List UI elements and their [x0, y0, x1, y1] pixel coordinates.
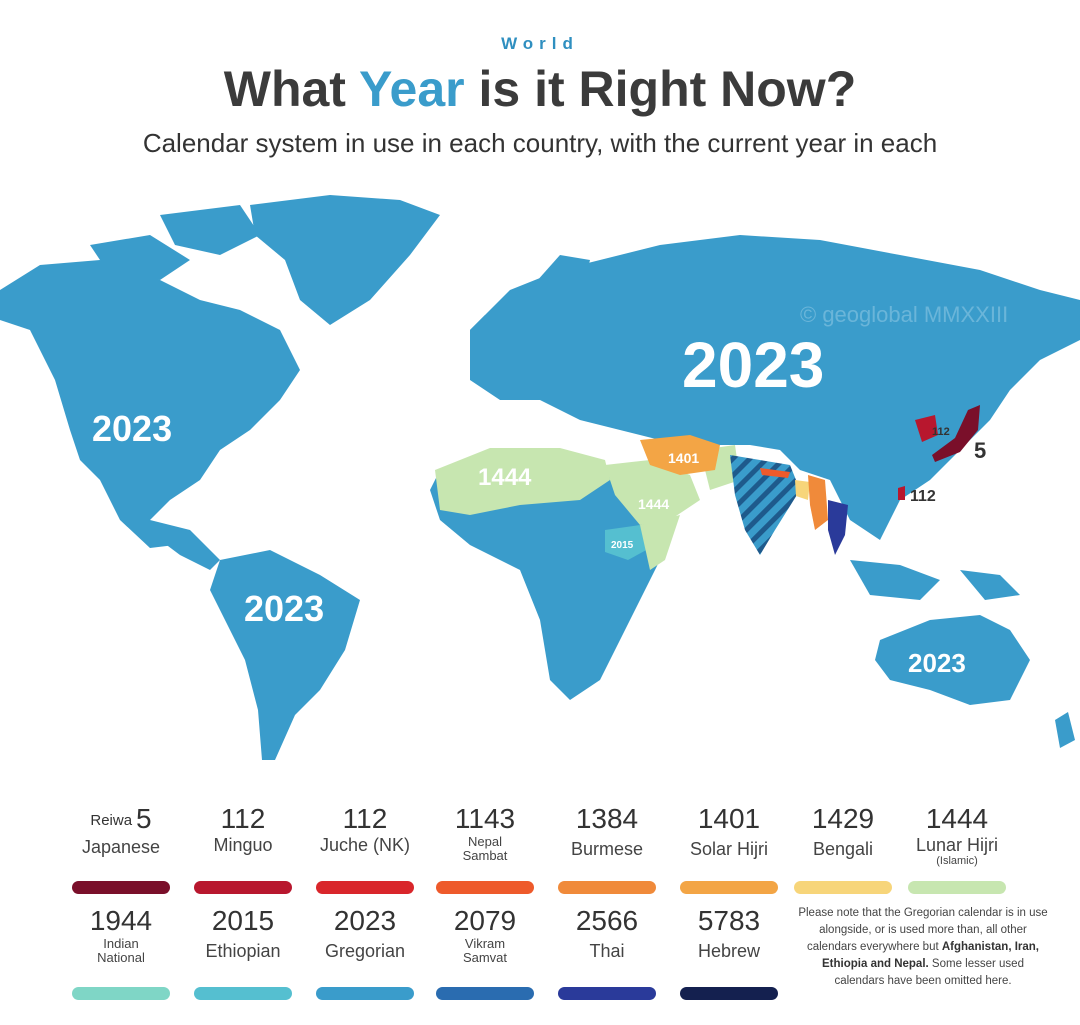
footnote-text2: Some lesser used calendars have been omi…: [834, 958, 1024, 987]
legend-year: 5783: [697, 905, 761, 936]
legend-swatch: [316, 987, 414, 1000]
legend-name: Lunar Hijri: [915, 835, 999, 855]
legend-name: Indian National: [97, 936, 145, 965]
label-north-america: 2023: [92, 408, 173, 449]
footnote-bold: Afghanistan, Iran, Ethiopia and Nepal.: [822, 941, 1039, 970]
legend-year: 1384: [575, 803, 639, 834]
label-eurasia: 2023: [682, 329, 825, 401]
label-sahara: 1444: [478, 464, 532, 491]
legend-sub: (Islamic): [936, 855, 978, 867]
legend-year: 1444: [925, 803, 989, 834]
legend-item-juche: 112 Juche (NK): [310, 803, 420, 894]
india-striped-shape: [730, 455, 800, 555]
label-taiwan: 112: [910, 488, 936, 505]
label-ethiopia: 2015: [611, 540, 634, 551]
legend-item-hebrew: 5783 Hebrew: [674, 905, 784, 1000]
legend-name: Minguo: [213, 835, 273, 855]
australia-shape: [875, 615, 1030, 705]
legend-item-ethiopian: 2015 Ethiopian: [188, 905, 298, 1000]
legend-year: 1401: [697, 803, 761, 834]
legend-name: Nepal Sambat: [462, 834, 508, 863]
legend-swatch: [436, 987, 534, 1000]
legend-year: 5: [136, 803, 152, 834]
legend-swatch: [908, 881, 1006, 894]
legend-swatch: [194, 987, 292, 1000]
legend-swatch: [558, 987, 656, 1000]
legend-item-thai: 2566 Thai: [552, 905, 662, 1000]
legend-swatch: [194, 881, 292, 894]
taiwan-shape: [898, 486, 905, 500]
title-part2: is it Right Now?: [464, 61, 857, 117]
kicker: World: [501, 34, 579, 53]
japan-shape: [932, 405, 980, 462]
legend-item-burmese: 1384 Burmese: [552, 803, 662, 894]
label-iran: 1401: [668, 450, 700, 466]
legend-name: Solar Hijri: [689, 839, 768, 859]
label-arabia: 1444: [638, 496, 670, 512]
africa-shape: [430, 450, 660, 700]
legend-swatch: [680, 987, 778, 1000]
legend-swatch: [680, 881, 778, 894]
eurasia-shape: [470, 235, 1080, 540]
greenland-shape: [250, 195, 440, 325]
legend-name: Gregorian: [324, 941, 406, 961]
legend-year: 112: [220, 803, 266, 834]
label-north-korea: 112: [932, 426, 950, 438]
legend-swatch: [72, 881, 170, 894]
legend-name: Japanese: [81, 836, 161, 857]
ethiopia-shape: [605, 525, 650, 560]
label-australia: 2023: [908, 648, 966, 678]
legend-swatch: [558, 881, 656, 894]
legend-year: 1429: [811, 803, 875, 834]
legend-year: 2566: [575, 905, 639, 936]
legend-swatch: [794, 881, 892, 894]
legend-item-nepal-sambat: 1143 Nepal Sambat: [430, 803, 540, 894]
north-america-shape: [0, 260, 300, 548]
legend-item-solar-hijri: 1401 Solar Hijri: [674, 803, 784, 894]
legend-name: Thai: [589, 941, 625, 961]
legend-item-lunar-hijri: 1444 Lunar Hijri (Islamic): [902, 803, 1012, 894]
legend-year: 1143: [454, 803, 516, 834]
subtitle: Calendar system in use in each country, …: [142, 128, 938, 158]
legend-year: 1944: [89, 905, 153, 936]
legend-item-bengali: 1429 Bengali: [788, 803, 898, 894]
legend-year: 2023: [333, 905, 397, 936]
legend-name: Ethiopian: [205, 941, 281, 961]
arabia-hijri-shape: [605, 460, 700, 525]
legend-year: 2079: [453, 905, 517, 936]
thailand-shape: [828, 500, 848, 555]
legend-name: Juche (NK): [319, 835, 411, 855]
legend-name: Vikram Samvat: [462, 936, 508, 965]
myanmar-shape: [808, 475, 828, 530]
legend-name: Bengali: [812, 839, 874, 859]
legend-swatch: [72, 987, 170, 1000]
legend-item-japanese: Reiwa 5 Japanese: [66, 803, 176, 894]
legend-item-vikram-samvat: 2079 Vikram Samvat: [430, 905, 540, 1000]
legend-item-indian-national: 1944 Indian National: [66, 905, 176, 1000]
title-part1: What: [223, 61, 359, 117]
north-korea-shape: [915, 415, 938, 442]
legend-swatch: [316, 881, 414, 894]
north-africa-hijri-shape: [435, 448, 610, 515]
legend-item-minguo: 112 Minguo: [188, 803, 298, 894]
south-america-shape: [210, 550, 360, 760]
legend-year: 2015: [211, 905, 275, 936]
watermark: © geoglobal MMXXIII: [800, 302, 1009, 327]
world-map: [0, 195, 1080, 760]
footnote: Please note that the Gregorian calendar …: [798, 905, 1048, 990]
label-south-america: 2023: [244, 588, 325, 629]
title-accent: Year: [358, 61, 465, 117]
legend-name: Hebrew: [697, 941, 761, 961]
legend-item-gregorian: 2023 Gregorian: [310, 905, 420, 1000]
label-japan: 5: [974, 438, 987, 463]
iran-solar-hijri-shape: [640, 435, 720, 475]
legend-year: 112: [342, 803, 388, 834]
legend-swatch: [436, 881, 534, 894]
footnote-text1: Please note that the Gregorian calendar …: [798, 907, 1048, 953]
page-title: What Year is it Right Now?: [0, 60, 1080, 118]
legend-name: Burmese: [570, 839, 644, 859]
legend-prefix: Reiwa: [90, 811, 133, 829]
arctic-islands-shape: [160, 205, 260, 255]
legend: Reiwa 5 Japanese 112 Minguo 112 Juche (NK…: [0, 795, 1080, 1025]
